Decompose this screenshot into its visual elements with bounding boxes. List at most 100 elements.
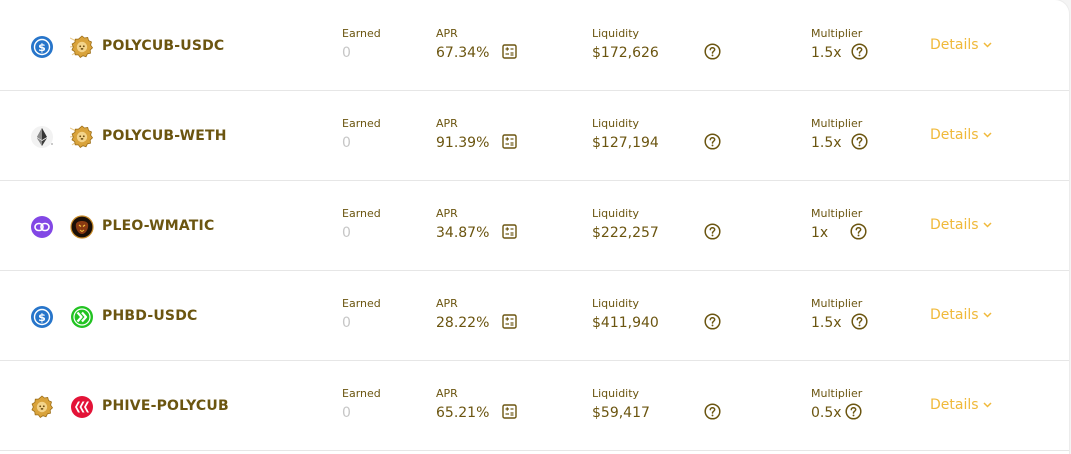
multiplier-value: 1x xyxy=(811,225,829,241)
help-icon[interactable] xyxy=(704,43,721,60)
calculator-icon[interactable] xyxy=(502,134,517,149)
apr-label: APR xyxy=(436,117,458,130)
liquidity-value: $59,417 xyxy=(592,405,650,421)
token-pair-icons xyxy=(30,215,94,239)
details-button[interactable]: Details xyxy=(930,217,992,233)
earned-value: 0 xyxy=(342,135,351,151)
calculator-icon[interactable] xyxy=(502,314,517,329)
help-icon[interactable] xyxy=(704,403,721,420)
details-label: Details xyxy=(930,397,979,413)
multiplier-label: Multiplier xyxy=(811,27,863,40)
polycub-icon xyxy=(70,125,94,149)
apr-label: APR xyxy=(436,387,458,400)
liquidity-cell: Liquidity $172,626 xyxy=(592,27,659,63)
usdc-icon: $ xyxy=(31,36,53,58)
calculator-icon[interactable] xyxy=(502,404,517,419)
apr-label: APR xyxy=(436,207,458,220)
chevron-down-icon xyxy=(983,312,992,318)
apr-cell: APR 67.34% xyxy=(436,27,489,63)
details-button[interactable]: Details xyxy=(930,37,992,53)
multiplier-value: 1.5x xyxy=(811,45,842,61)
multiplier-value: 1.5x xyxy=(811,135,842,151)
pair-name: POLYCUB-WETH xyxy=(102,128,227,144)
earned-cell: Earned 0 xyxy=(342,387,381,423)
details-label: Details xyxy=(930,307,979,323)
calculator-icon[interactable] xyxy=(502,224,517,239)
earned-label: Earned xyxy=(342,27,381,40)
apr-value: 34.87% xyxy=(436,225,490,241)
apr-label: APR xyxy=(436,297,458,310)
liquidity-label: Liquidity xyxy=(592,297,640,310)
liquidity-cell: Liquidity $222,257 xyxy=(592,207,659,243)
polycub-icon xyxy=(70,35,94,59)
multiplier-cell: Multiplier 0.5x xyxy=(811,387,862,423)
liquidity-label: Liquidity xyxy=(592,117,640,130)
token-pair-icons xyxy=(30,125,94,149)
earned-label: Earned xyxy=(342,117,381,130)
liquidity-cell: Liquidity $411,940 xyxy=(592,297,659,333)
help-icon[interactable] xyxy=(850,223,867,240)
help-icon[interactable] xyxy=(851,43,868,60)
liquidity-value: $222,257 xyxy=(592,225,659,241)
earned-value: 0 xyxy=(342,45,351,61)
details-button[interactable]: Details xyxy=(930,127,992,143)
help-icon[interactable] xyxy=(845,403,862,420)
help-icon[interactable] xyxy=(704,223,721,240)
help-icon[interactable] xyxy=(704,313,721,330)
details-button[interactable]: Details xyxy=(930,307,992,323)
details-button[interactable]: Details xyxy=(930,397,992,413)
earned-value: 0 xyxy=(342,405,351,421)
token-pair-icons xyxy=(30,395,94,419)
calculator-icon[interactable] xyxy=(502,44,517,59)
help-icon[interactable] xyxy=(851,133,868,150)
earned-cell: Earned 0 xyxy=(342,27,381,63)
farm-row[interactable]: PHIVE-POLYCUB Earned 0 APR 65.21% Liquid… xyxy=(0,361,1069,451)
earned-cell: Earned 0 xyxy=(342,117,381,153)
details-label: Details xyxy=(930,127,979,143)
svg-text:$: $ xyxy=(38,41,46,54)
multiplier-cell: Multiplier 1.5x xyxy=(811,117,868,153)
earned-cell: Earned 0 xyxy=(342,297,381,333)
pair-name: PHBD-USDC xyxy=(102,308,198,324)
apr-value: 91.39% xyxy=(436,135,490,151)
earned-label: Earned xyxy=(342,387,381,400)
svg-text:$: $ xyxy=(38,311,46,324)
pair-name: PHIVE-POLYCUB xyxy=(102,398,229,414)
liquidity-value: $172,626 xyxy=(592,45,659,61)
chevron-down-icon xyxy=(983,42,992,48)
earned-value: 0 xyxy=(342,225,351,241)
apr-cell: APR 91.39% xyxy=(436,117,489,153)
multiplier-label: Multiplier xyxy=(811,117,863,130)
multiplier-label: Multiplier xyxy=(811,207,863,220)
liquidity-cell: Liquidity $127,194 xyxy=(592,117,659,153)
liquidity-cell: Liquidity $59,417 xyxy=(592,387,650,423)
earned-value: 0 xyxy=(342,315,351,331)
multiplier-value: 0.5x xyxy=(811,405,842,421)
details-label: Details xyxy=(930,37,979,53)
farm-row[interactable]: POLYCUB-WETH Earned 0 APR 91.39% Liquidi… xyxy=(0,91,1069,181)
hbd-icon xyxy=(71,306,93,328)
liquidity-value: $411,940 xyxy=(592,315,659,331)
chevron-down-icon xyxy=(983,132,992,138)
farm-row[interactable]: $ PHBD-USDC Earned 0 APR 28.22% xyxy=(0,271,1069,361)
token-pair-icons: $ xyxy=(30,305,94,329)
multiplier-cell: Multiplier 1.5x xyxy=(811,297,868,333)
help-icon[interactable] xyxy=(851,313,868,330)
apr-label: APR xyxy=(436,27,458,40)
usdc-icon: $ xyxy=(31,306,53,328)
multiplier-label: Multiplier xyxy=(811,387,863,400)
multiplier-cell: Multiplier 1x xyxy=(811,207,867,243)
chevron-down-icon xyxy=(983,222,992,228)
apr-cell: APR 65.21% xyxy=(436,387,489,423)
earned-label: Earned xyxy=(342,297,381,310)
earned-label: Earned xyxy=(342,207,381,220)
polycub-icon xyxy=(31,395,54,419)
farm-row[interactable]: PLEO-WMATIC Earned 0 APR 34.87% Liquidit… xyxy=(0,181,1069,271)
apr-value: 28.22% xyxy=(436,315,490,331)
help-icon[interactable] xyxy=(704,133,721,150)
pleo-icon xyxy=(70,215,94,239)
pair-name: PLEO-WMATIC xyxy=(102,218,215,234)
farm-row[interactable]: $ POLYCUB-USDC Earned 0 APR 67.34% xyxy=(0,1,1069,91)
hive-icon xyxy=(71,396,93,418)
